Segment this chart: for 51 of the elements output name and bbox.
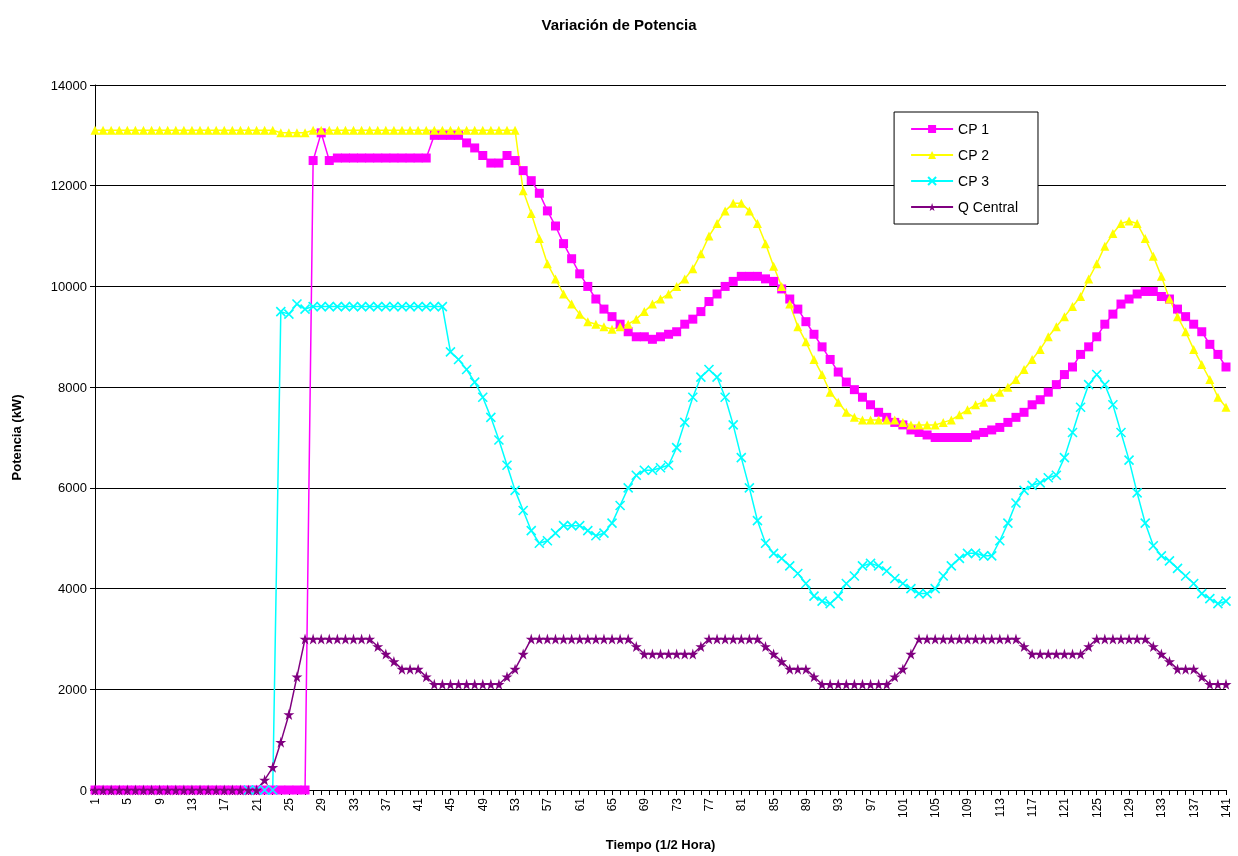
x-tick-label: 89 xyxy=(798,797,813,812)
x-tick-label: 113 xyxy=(992,797,1007,818)
x-tick-label: 109 xyxy=(960,797,975,819)
y-tick-label: 4000 xyxy=(58,581,87,597)
x-tick-label: 69 xyxy=(637,797,652,812)
x-tick-label: 9 xyxy=(152,797,167,805)
x-tick-label: 129 xyxy=(1122,797,1137,819)
y-tick-label: 8000 xyxy=(58,379,87,395)
y-tick-label: 10000 xyxy=(50,278,87,294)
x-tick-label: 141 xyxy=(1219,797,1233,819)
x-tick-label: 137 xyxy=(1186,797,1201,819)
legend-label: CP 1 xyxy=(958,121,990,137)
x-tick-label: 53 xyxy=(508,797,523,812)
x-tick-label: 97 xyxy=(863,797,878,812)
x-tick-label: 73 xyxy=(669,797,684,812)
x-tick-label: 41 xyxy=(411,797,426,812)
y-tick-label: 12000 xyxy=(50,178,87,194)
x-tick-label: 133 xyxy=(1154,797,1169,819)
y-tick-label: 6000 xyxy=(58,480,87,496)
x-tick-label: 61 xyxy=(572,797,587,812)
x-tick-label: 125 xyxy=(1089,797,1104,819)
x-tick-label: 5 xyxy=(120,797,135,805)
y-tick-label: 14000 xyxy=(50,77,87,93)
y-tick-label: 0 xyxy=(79,782,87,798)
legend-label: CP 3 xyxy=(958,173,990,189)
x-tick-label: 25 xyxy=(281,797,296,812)
x-tick-label: 105 xyxy=(928,797,943,819)
x-tick-label: 17 xyxy=(217,797,232,812)
x-tick-label: 37 xyxy=(378,797,393,812)
x-tick-label: 57 xyxy=(540,797,555,812)
y-axis-title: Potencia (kW) xyxy=(9,394,24,481)
x-tick-label: 85 xyxy=(766,797,781,812)
x-tick-label: 117 xyxy=(1025,797,1040,818)
x-axis-title: Tiempo (1/2 Hora) xyxy=(605,837,716,852)
x-tick-label: 29 xyxy=(314,797,329,812)
x-tick-label: 65 xyxy=(605,797,620,812)
x-tick-label: 21 xyxy=(249,797,264,812)
chart-title: Variación de Potencia xyxy=(541,16,698,33)
y-tick-label: 2000 xyxy=(58,681,87,697)
x-tick-label: 49 xyxy=(475,797,490,812)
x-tick-label: 77 xyxy=(701,797,716,812)
x-tick-label: 93 xyxy=(831,797,846,812)
legend-label: CP 2 xyxy=(958,147,990,163)
legend-label: Q Central xyxy=(958,199,1019,215)
x-tick-label: 33 xyxy=(346,797,361,812)
x-tick-label: 121 xyxy=(1057,797,1072,819)
x-tick-label: 1 xyxy=(88,797,102,805)
x-tick-label: 45 xyxy=(443,797,458,812)
x-tick-label: 101 xyxy=(895,797,910,819)
x-tick-label: 81 xyxy=(734,797,749,812)
x-tick-label: 13 xyxy=(184,797,199,812)
